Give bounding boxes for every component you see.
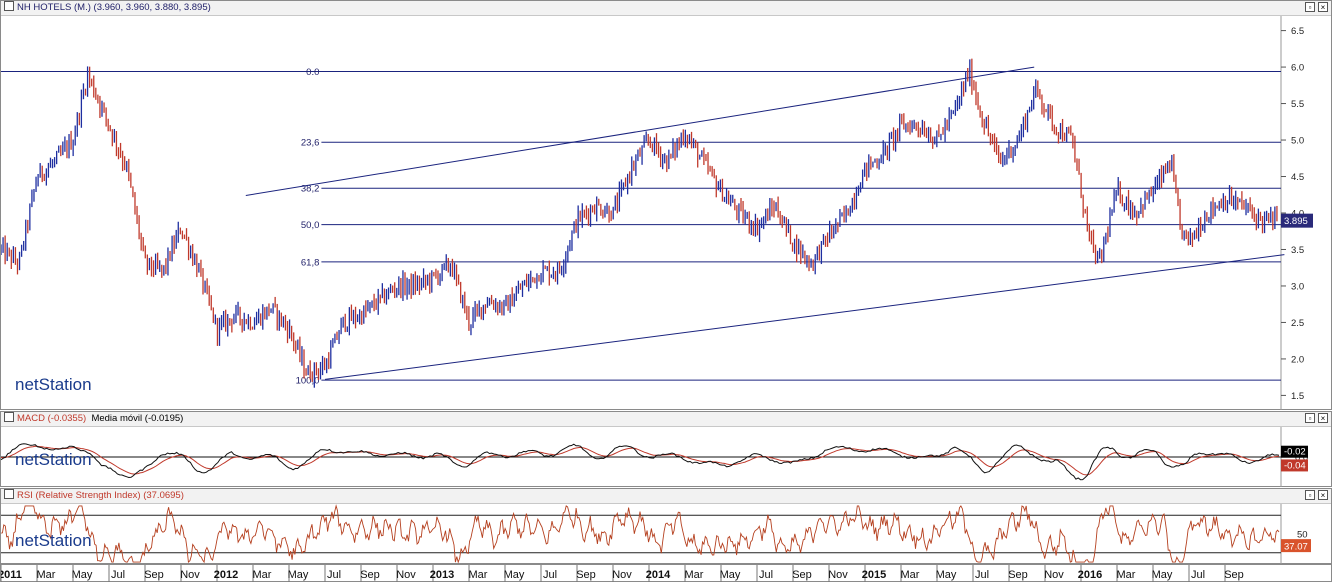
pane-menu-icon[interactable] <box>4 1 14 11</box>
x-month-label: Jul <box>1191 569 1205 581</box>
price-ohlc: (3.960, 3.960, 3.880, 3.895) <box>93 2 211 13</box>
x-month-label: May <box>288 569 309 581</box>
rsi-value-tag <box>1281 539 1311 553</box>
x-year-label: 2011 <box>1 569 22 581</box>
rsi-line <box>1 504 1280 564</box>
watermark: netStation <box>15 450 92 469</box>
x-month-label: Mar <box>469 569 488 581</box>
x-month-label: Jul <box>543 569 557 581</box>
watermark: netStation <box>15 531 92 550</box>
fib-level-label: 38,2 <box>301 184 320 195</box>
x-month-label: Sep <box>576 569 596 581</box>
trend-line <box>245 66 1035 196</box>
x-axis-pane: 2011 Mar May Jul Sep Nov 2012 Mar May Jul Sep Nov 20… <box>0 564 1332 582</box>
price-y-tick-label: 3.0 <box>1291 281 1304 292</box>
x-year-label: 2013 <box>430 569 454 581</box>
macd-signal-value-label: -0.04 <box>1284 460 1306 471</box>
macd-signal-title: Media móvil (-0.0195) <box>91 413 184 424</box>
macd-chart[interactable]: 0.0-0.02 -0.04 netStation <box>1 427 1331 487</box>
x-month-label: Sep <box>1224 569 1244 581</box>
x-month-label: Jul <box>975 569 989 581</box>
x-month-label: May <box>1152 569 1173 581</box>
x-month-label: May <box>504 569 525 581</box>
fib-level-label: 23,6 <box>301 138 320 149</box>
price-y-tick-label: 6.0 <box>1291 63 1304 74</box>
fib-level-label: 61,8 <box>301 257 320 268</box>
macd-y-tick-label: 0.0 <box>1295 453 1308 464</box>
x-month-label: Mar <box>1117 569 1136 581</box>
rsi-value-label: 37.07 <box>1284 542 1308 553</box>
x-month-label: Nov <box>396 569 416 581</box>
x-month-label: Nov <box>1044 569 1064 581</box>
macd-value-label: -0.02 <box>1284 447 1306 458</box>
rsi-pane-header: RSI (Relative Strength Index) (37.0695) … <box>1 489 1331 504</box>
restore-icon[interactable]: ▫ <box>1305 413 1315 423</box>
fib-level-label: 50,0 <box>301 220 320 231</box>
price-pane-header: NH HOTELS (M.) (3.960, 3.960, 3.880, 3.8… <box>1 1 1331 16</box>
x-month-label: Sep <box>144 569 164 581</box>
price-y-tick-label: 6.5 <box>1291 26 1304 37</box>
price-y-tick-label: 4.5 <box>1291 172 1304 183</box>
price-title: NH HOTELS (M.) <box>17 2 91 13</box>
price-chart[interactable]: 0.0 23,6 38,2 50,0 61,8 100,0 1.5 2.0 2.5 3.0 3.5… <box>1 16 1331 410</box>
x-month-label: May <box>936 569 957 581</box>
x-month-label: Nov <box>180 569 200 581</box>
x-year-label: 2012 <box>214 569 238 581</box>
close-icon[interactable]: × <box>1318 2 1328 12</box>
rsi-pane: RSI (Relative Strength Index) (37.0695) … <box>0 488 1332 564</box>
restore-icon[interactable]: ▫ <box>1305 490 1315 500</box>
price-y-tick-label: 5.5 <box>1291 99 1304 110</box>
price-y-tick-label: 1.5 <box>1291 391 1304 402</box>
x-month-label: Nov <box>612 569 632 581</box>
x-month-label: Sep <box>360 569 380 581</box>
price-y-tick-label: 5.0 <box>1291 136 1304 147</box>
watermark: netStation <box>15 375 92 394</box>
x-month-label: Mar <box>37 569 56 581</box>
close-icon[interactable]: × <box>1318 490 1328 500</box>
x-month-label: Sep <box>792 569 812 581</box>
macd-title: MACD (-0.0355) <box>17 413 87 424</box>
x-month-label: Jul <box>111 569 125 581</box>
macd-signal-value-tag <box>1281 459 1308 472</box>
restore-icon[interactable]: ▫ <box>1305 2 1315 12</box>
time-axis: 2011 Mar May Jul Sep Nov 2012 Mar May Jul Sep Nov 20… <box>1 565 1244 582</box>
pane-menu-icon[interactable] <box>4 489 14 499</box>
x-year-label: 2015 <box>862 569 886 581</box>
rsi-y-tick-label: 50 <box>1297 530 1308 541</box>
macd-pane-header: MACD (-0.0355) Media móvil (-0.0195) ▫ × <box>1 412 1331 427</box>
x-month-label: Jul <box>327 569 341 581</box>
x-year-label: 2014 <box>646 569 671 581</box>
pane-menu-icon[interactable] <box>4 412 14 422</box>
macd-pane: MACD (-0.0355) Media móvil (-0.0195) ▫ ×… <box>0 411 1332 487</box>
fib-level-label: 100,0 <box>296 376 320 387</box>
x-month-label: Jul <box>759 569 773 581</box>
price-y-tick-label: 2.5 <box>1291 318 1304 329</box>
x-month-label: Nov <box>828 569 848 581</box>
last-price-tag <box>1281 213 1313 228</box>
macd-line <box>1 443 1280 481</box>
rsi-title: RSI (Relative Strength Index) (37.0695) <box>17 490 184 501</box>
price-pane: NH HOTELS (M.) (3.960, 3.960, 3.880, 3.8… <box>0 0 1332 410</box>
price-y-tick-label: 3.5 <box>1291 245 1304 256</box>
x-month-label: Mar <box>253 569 272 581</box>
trend-line <box>324 254 1285 380</box>
fib-level-label: 0.0 <box>306 67 319 78</box>
last-price-label: 3.895 <box>1284 216 1308 227</box>
x-month-label: Sep <box>1008 569 1028 581</box>
close-icon[interactable]: × <box>1318 413 1328 423</box>
x-month-label: Mar <box>901 569 920 581</box>
x-month-label: Mar <box>685 569 704 581</box>
macd-value-tag <box>1281 445 1308 458</box>
macd-signal-line <box>1 445 1280 476</box>
x-month-label: May <box>72 569 93 581</box>
price-y-tick-label: 2.0 <box>1291 354 1304 365</box>
x-month-label: May <box>720 569 741 581</box>
x-year-label: 2016 <box>1078 569 1102 581</box>
